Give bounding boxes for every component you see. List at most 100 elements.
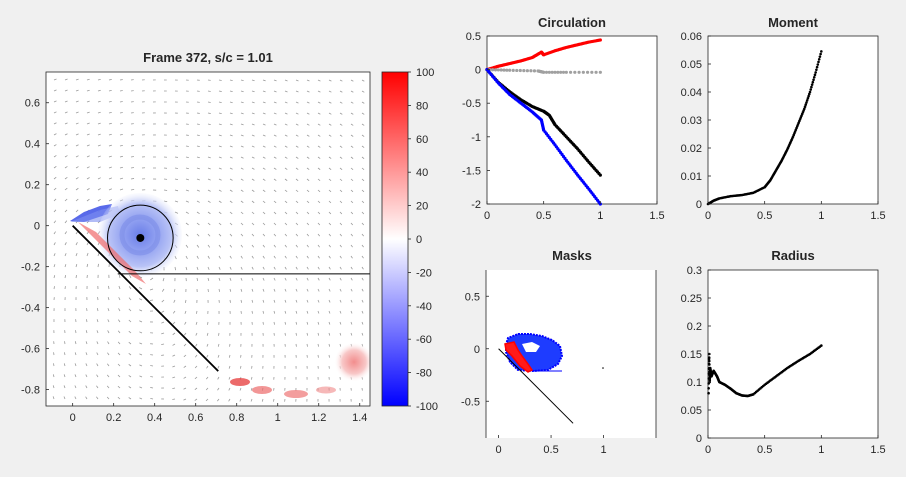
quiver-arrow bbox=[262, 310, 265, 314]
quiver-arrow bbox=[350, 299, 353, 303]
circ-ytick-label: -1.5 bbox=[462, 165, 481, 177]
quiver-arrow bbox=[240, 266, 243, 270]
quiver-arrow bbox=[306, 299, 309, 303]
quiver-arrow bbox=[328, 266, 331, 270]
quiver-arrow bbox=[240, 178, 244, 181]
moment-series bbox=[706, 50, 823, 206]
circ-ytick-label: 0 bbox=[475, 65, 481, 77]
quiver-arrow bbox=[295, 288, 298, 292]
colorbar-tick-label: 60 bbox=[416, 134, 428, 146]
quiver-arrow bbox=[239, 398, 242, 402]
colorbar-tick-label: 40 bbox=[416, 167, 428, 179]
moment-point bbox=[812, 76, 816, 79]
quiver-arrow bbox=[86, 242, 89, 246]
quiver-arrow bbox=[117, 396, 121, 400]
quiver-arrow bbox=[284, 145, 288, 148]
quiver-arrow bbox=[218, 101, 222, 103]
quiver-arrow bbox=[295, 112, 299, 115]
radius-series bbox=[707, 344, 823, 398]
mask-ytick-label: -0.5 bbox=[461, 396, 480, 408]
quiver-arrow bbox=[284, 321, 287, 325]
quiver-arrow bbox=[273, 200, 277, 204]
quiver-arrow bbox=[229, 123, 233, 126]
quiver-arrow bbox=[96, 396, 99, 400]
radius-panel: Radius 0 0.5 1 1.5 0.3 0.25 0.2 0.15 0.1 0.05 0 bbox=[681, 248, 886, 456]
quiver-arrow bbox=[185, 244, 189, 248]
quiver-arrow bbox=[317, 178, 321, 182]
quiver-arrow bbox=[185, 222, 189, 226]
quiver-arrow bbox=[205, 398, 209, 402]
circulation-point bbox=[598, 38, 602, 42]
quiver-arrow bbox=[339, 266, 342, 270]
quiver-arrow bbox=[119, 144, 123, 147]
quiver-arrow bbox=[317, 310, 320, 314]
quiver-arrow bbox=[218, 277, 221, 281]
wake-red-3 bbox=[316, 386, 336, 394]
quiver-arrow bbox=[172, 387, 176, 390]
quiver-arrow bbox=[207, 134, 211, 137]
quiver-arrow bbox=[295, 266, 298, 270]
quiver-arrow bbox=[63, 385, 66, 389]
quiver-arrow bbox=[174, 211, 179, 214]
quiver-arrow bbox=[295, 222, 299, 226]
quiver-arrow bbox=[218, 222, 222, 226]
quiver-arrow bbox=[350, 123, 354, 126]
main-xtick-label: 1.2 bbox=[311, 412, 326, 424]
quiver-arrow bbox=[317, 112, 321, 115]
quiver-arrow bbox=[229, 90, 233, 93]
quiver-arrow bbox=[139, 309, 143, 312]
quiver-arrow bbox=[108, 199, 113, 202]
quiver-arrow bbox=[251, 112, 255, 115]
quiver-arrow bbox=[185, 200, 189, 203]
circulation-point bbox=[491, 68, 495, 72]
quiver-arrow bbox=[229, 189, 233, 192]
quiver-arrow bbox=[172, 321, 176, 325]
quiver-arrow bbox=[361, 112, 365, 115]
quiver-arrow bbox=[139, 397, 143, 400]
quiver-arrow bbox=[273, 398, 275, 402]
colorbar-tick-label: 0 bbox=[416, 234, 422, 246]
mom-ytick-label: 0 bbox=[696, 199, 702, 211]
quiver-arrow bbox=[64, 198, 68, 202]
quiver-arrow bbox=[53, 166, 57, 169]
moment-point bbox=[805, 99, 809, 102]
quiver-arrow bbox=[64, 220, 68, 224]
quiver-arrow bbox=[339, 123, 343, 126]
flat-plate bbox=[72, 225, 219, 372]
moment-point bbox=[815, 65, 819, 69]
quiver-arrow bbox=[262, 233, 266, 237]
quiver-arrow bbox=[240, 79, 244, 82]
quiver-arrow bbox=[217, 398, 220, 402]
quiver-arrow bbox=[174, 189, 179, 192]
quiver-arrow bbox=[218, 255, 221, 259]
quiver-arrow bbox=[229, 79, 233, 81]
quiver-arrow bbox=[284, 233, 288, 237]
main-xtick-label: 1.4 bbox=[352, 412, 367, 424]
quiver-arrow bbox=[218, 79, 222, 81]
quiver-arrow bbox=[207, 211, 211, 215]
quiver-arrow bbox=[74, 385, 77, 389]
quiver-arrow bbox=[207, 255, 210, 259]
vortex-core-marker bbox=[136, 233, 145, 242]
quiver-arrow bbox=[74, 363, 77, 367]
quiver-arrow bbox=[117, 341, 121, 345]
quiver-arrow bbox=[262, 101, 266, 104]
quiver-arrow bbox=[218, 134, 222, 137]
quiver-arrow bbox=[328, 244, 331, 248]
quiver-arrow bbox=[306, 255, 309, 259]
circulation-point bbox=[542, 70, 546, 74]
quiver-arrow bbox=[240, 211, 244, 215]
main-ytick-label: 0.4 bbox=[25, 139, 40, 151]
quiver-arrow bbox=[119, 112, 123, 114]
quiver-arrow bbox=[217, 354, 220, 358]
circulation-point bbox=[581, 70, 585, 74]
circ-ytick-label: 0.5 bbox=[466, 31, 481, 43]
quiver-arrow bbox=[184, 310, 187, 314]
quiver-arrow bbox=[86, 122, 90, 125]
quiver-arrow bbox=[328, 222, 332, 226]
quiver-arrow bbox=[273, 266, 276, 270]
quiver-arrow bbox=[97, 155, 101, 158]
quiver-arrow bbox=[328, 200, 332, 204]
quiver-arrow bbox=[173, 299, 176, 303]
